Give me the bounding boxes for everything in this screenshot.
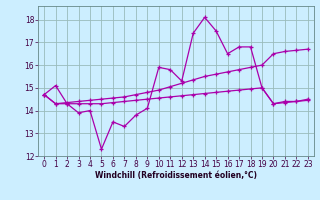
X-axis label: Windchill (Refroidissement éolien,°C): Windchill (Refroidissement éolien,°C) — [95, 171, 257, 180]
